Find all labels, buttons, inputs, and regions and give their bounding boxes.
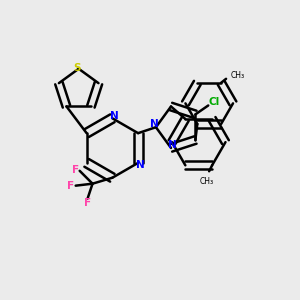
- Text: N: N: [168, 140, 176, 150]
- Text: F: F: [84, 197, 91, 208]
- Text: CH₃: CH₃: [200, 177, 214, 186]
- Text: N: N: [150, 119, 158, 129]
- Text: CH₃: CH₃: [231, 71, 245, 80]
- Text: Cl: Cl: [208, 97, 220, 106]
- Text: N: N: [136, 160, 144, 170]
- Text: F: F: [72, 165, 79, 175]
- Text: N: N: [110, 111, 119, 121]
- Text: S: S: [73, 63, 80, 73]
- Text: F: F: [67, 181, 74, 191]
